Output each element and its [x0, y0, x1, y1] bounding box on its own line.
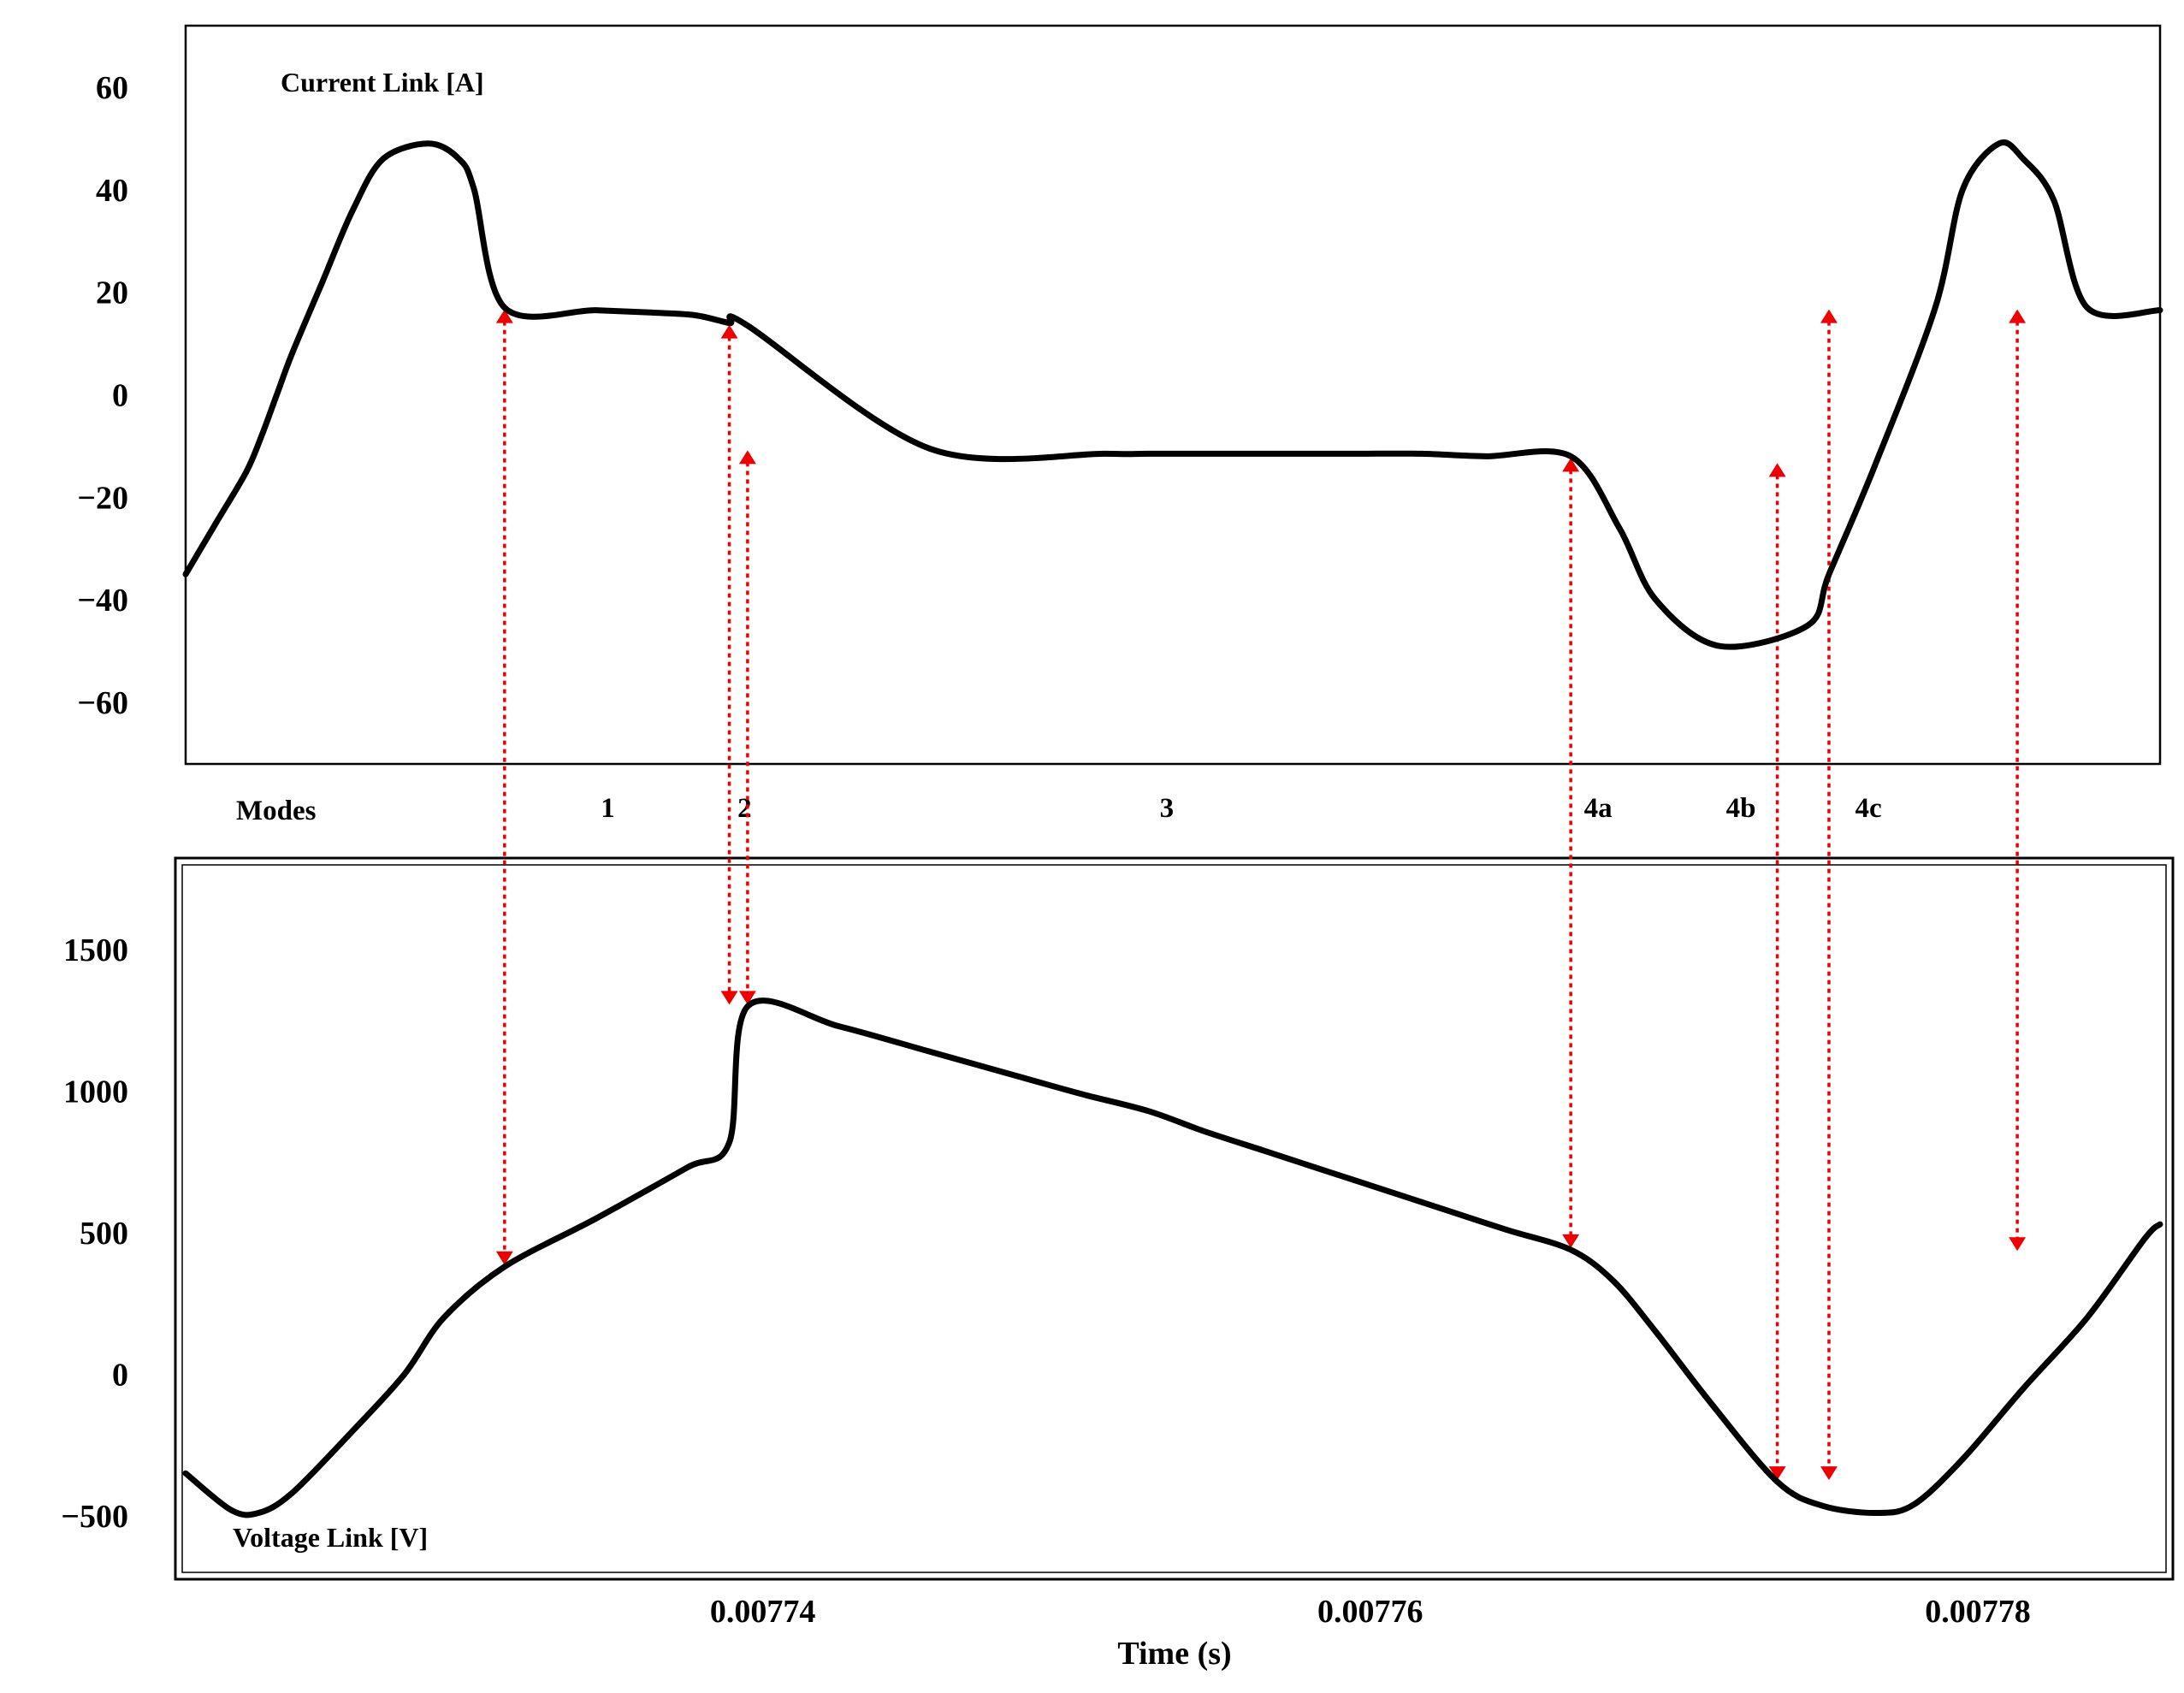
arrow-up-icon [1562, 458, 1580, 472]
current-panel-title: Current Link [A] [281, 67, 484, 98]
arrow-up-icon [738, 450, 756, 465]
traces [182, 139, 2163, 1518]
arrow-up-icon [720, 324, 738, 339]
marker [1562, 458, 1580, 1248]
voltage-y-tick-label: 0 [112, 1357, 128, 1393]
voltage-y-tick-label: −500 [61, 1499, 128, 1535]
current-y-tick-label: −40 [77, 583, 128, 619]
marker [1820, 309, 1838, 1481]
marker [738, 450, 756, 1005]
voltage-panel-title: Voltage Link [V] [233, 1522, 428, 1553]
marker [495, 309, 513, 1265]
mode-label: 1 [601, 793, 615, 824]
arrow-down-icon [720, 991, 738, 1005]
voltage-y-ticks: 1500 1000 500 0 −500 [61, 932, 128, 1535]
arrow-up-icon [1768, 463, 1786, 477]
arrow-down-icon [738, 991, 756, 1005]
voltage-axes-frame [174, 856, 2175, 1581]
voltage-axes-inner-frame [181, 864, 2167, 1573]
x-tick-label: 0.00774 [710, 1594, 816, 1630]
voltage-y-tick-label: 500 [80, 1216, 128, 1252]
mode-labels: 1 2 3 4a 4b 4c [601, 793, 1881, 824]
marker [2009, 309, 2027, 1252]
mode-label: 4b [1726, 793, 1756, 824]
mode-label: 3 [1160, 793, 1175, 824]
arrow-down-icon [1820, 1466, 1838, 1481]
voltage-x-ticks: 0.00774 0.00776 0.00778 [710, 1594, 2031, 1630]
current-y-tick-label: −20 [77, 480, 128, 516]
arrow-down-icon [2009, 1237, 2027, 1252]
marker [1768, 463, 1786, 1481]
mode-label: 2 [737, 793, 752, 824]
current-y-tick-label: 20 [96, 275, 128, 311]
current-axes-frame [184, 24, 2162, 766]
current-y-tick-label: 40 [96, 173, 128, 209]
mode-label: 4c [1856, 793, 1882, 824]
marker [720, 324, 738, 1005]
x-axis-title: Time (s) [1117, 1636, 1231, 1672]
current-link-trace [182, 139, 2163, 650]
modes-label: Modes [236, 796, 317, 826]
voltage-y-tick-label: 1500 [63, 932, 128, 968]
arrow-up-icon [495, 309, 513, 323]
arrow-up-icon [2009, 309, 2027, 323]
arrow-down-icon [1768, 1466, 1786, 1481]
mode-label: 4a [1584, 793, 1613, 824]
current-y-tick-label: 60 [96, 70, 128, 106]
voltage-link-trace [182, 997, 2163, 1518]
current-y-tick-label: 0 [112, 378, 128, 414]
arrow-down-icon [495, 1251, 513, 1265]
x-tick-label: 0.00776 [1317, 1594, 1423, 1630]
current-y-tick-label: −60 [77, 685, 128, 721]
arrow-down-icon [1562, 1234, 1580, 1248]
arrow-up-icon [1820, 309, 1838, 323]
mode-transition-markers [495, 309, 2027, 1481]
x-tick-label: 0.00778 [1925, 1594, 2031, 1630]
current-y-ticks: 60 40 20 0 −20 −40 −60 [77, 70, 128, 721]
voltage-y-tick-label: 1000 [63, 1074, 128, 1110]
